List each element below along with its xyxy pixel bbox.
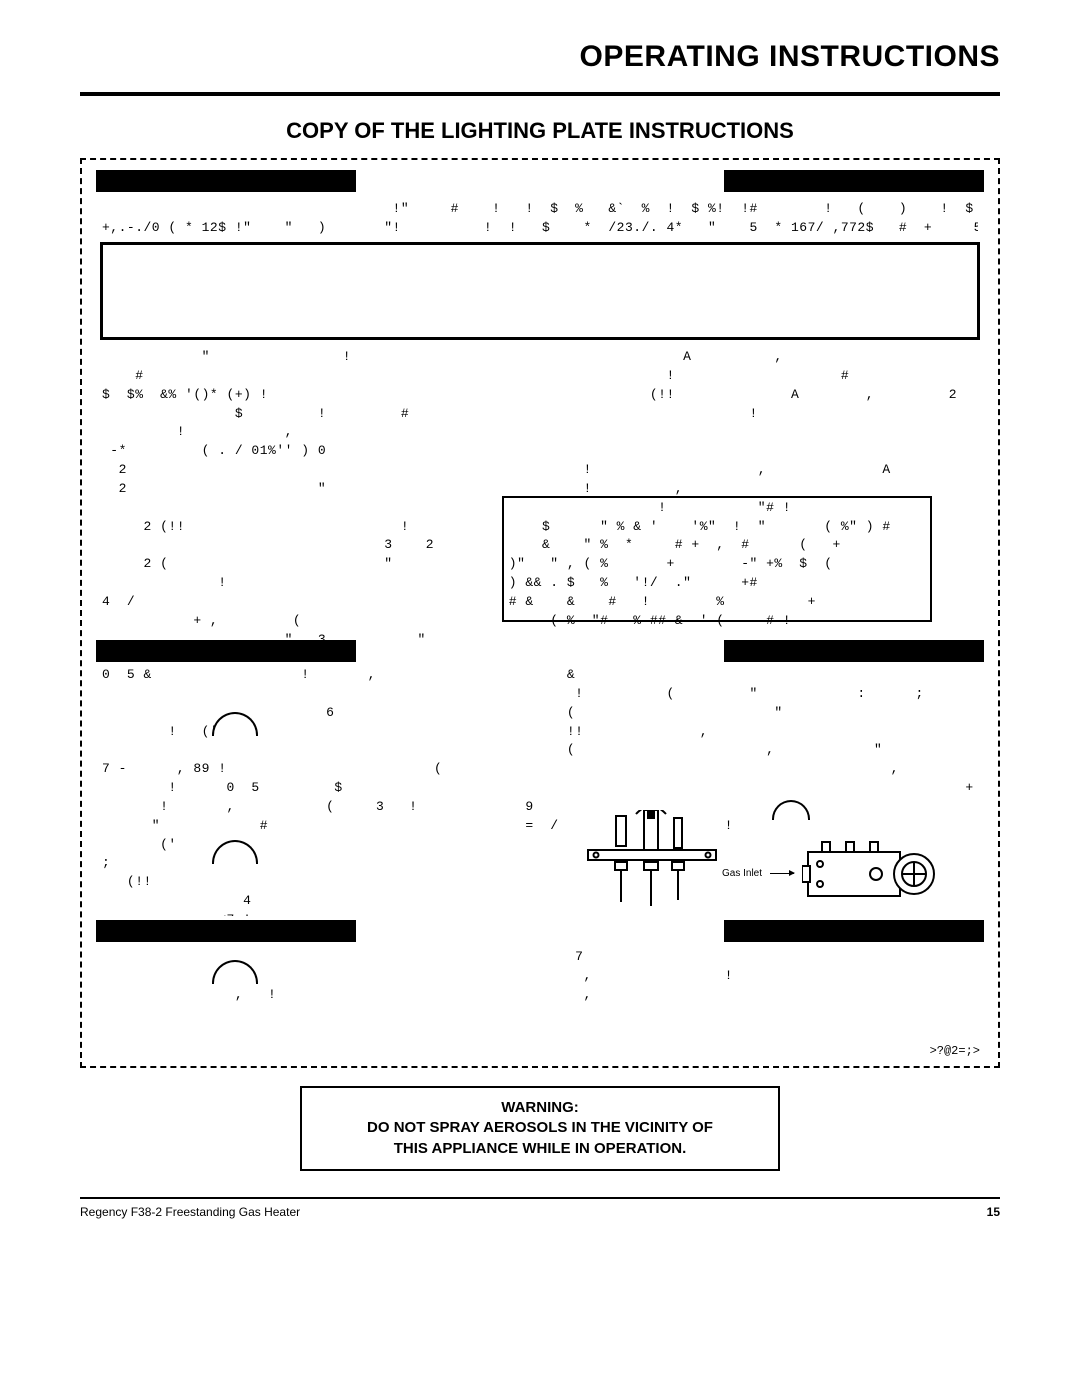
lighting-plate: !" # ! ! $ % &` % ! $ %! !# ! ( ) ! $ * … xyxy=(80,158,1000,1068)
blackbar-mid-right xyxy=(724,640,984,662)
blackbar-bot-right xyxy=(724,920,984,942)
plate-right-box xyxy=(502,496,932,622)
plate-inner-box xyxy=(100,242,980,340)
plate-doc-code: >?@2=;> xyxy=(930,1044,980,1058)
warning-box: WARNING: DO NOT SPRAY AEROSOLS IN THE VI… xyxy=(300,1086,780,1171)
gas-inlet-label: Gas Inlet xyxy=(722,868,762,879)
footer-product-name: Regency F38-2 Freestanding Gas Heater xyxy=(80,1205,300,1219)
warning-heading: WARNING: xyxy=(316,1098,764,1118)
warning-line-2: THIS APPLIANCE WHILE IN OPERATION. xyxy=(316,1139,764,1159)
rule-bottom xyxy=(80,1197,1000,1199)
gas-inlet-arrow-icon xyxy=(770,873,794,874)
blackbar-mid-left xyxy=(96,640,356,662)
blackbar-bot-left xyxy=(96,920,356,942)
blackbar-top-left xyxy=(96,170,356,192)
plate-text-bottom: 7 , ! , ! , xyxy=(102,948,978,1038)
page-title: OPERATING INSTRUCTIONS xyxy=(80,40,1000,74)
pilot-assembly-diagram xyxy=(582,810,722,910)
rule-top xyxy=(80,92,1000,96)
warning-line-1: DO NOT SPRAY AEROSOLS IN THE VICINITY OF xyxy=(316,1118,764,1138)
page-footer: Regency F38-2 Freestanding Gas Heater 15 xyxy=(80,1205,1000,1219)
gas-valve-diagram xyxy=(802,830,942,910)
plate-text-top: !" # ! ! $ % &` % ! $ %! !# ! ( ) ! $ * … xyxy=(102,200,978,240)
blackbar-top-right xyxy=(724,170,984,192)
footer-page-number: 15 xyxy=(987,1205,1000,1219)
section-title: COPY OF THE LIGHTING PLATE INSTRUCTIONS xyxy=(80,118,1000,144)
